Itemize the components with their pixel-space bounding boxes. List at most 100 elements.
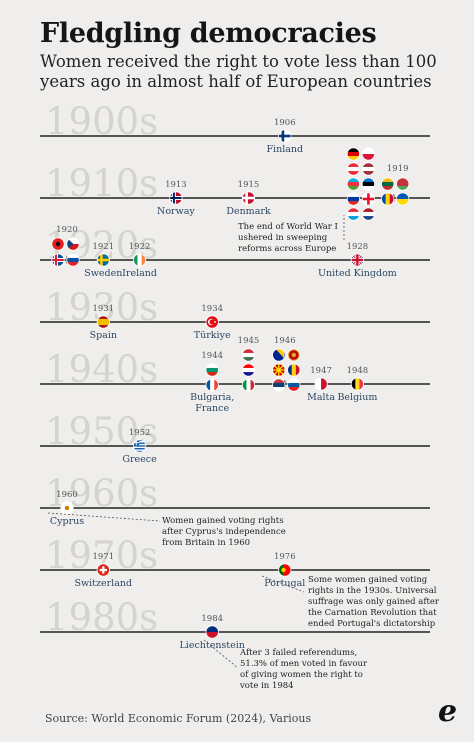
- year-label: 1906: [274, 118, 296, 128]
- year-label: 1944: [201, 351, 223, 361]
- source-note: Source: World Economic Forum (2024), Var…: [45, 712, 312, 725]
- flag-outline: [169, 191, 183, 205]
- country-label: Denmark: [226, 206, 271, 217]
- annotation-connector: [47, 512, 161, 522]
- flag-turkiye-icon: [206, 315, 219, 329]
- flag-albania-icon: [51, 237, 65, 251]
- year-label: 1915: [238, 180, 260, 190]
- flag-georgia-icon: [362, 192, 375, 206]
- year-label: 1931: [92, 304, 114, 314]
- event-1919: 1919: [381, 164, 410, 206]
- country-label: Spain: [90, 330, 117, 341]
- country-label: Belgium: [337, 392, 377, 403]
- flag-serbia-icon: [272, 378, 285, 392]
- event-1971: 1971 Switzerland: [75, 552, 133, 589]
- flag-finland-icon: [278, 129, 291, 143]
- event-1952: 1952 Greece: [122, 428, 157, 465]
- flag-russia-icon: [347, 192, 360, 206]
- year-label: 1919: [387, 164, 409, 174]
- flag-outline: [381, 192, 395, 206]
- flag-iceland-icon: [51, 253, 65, 267]
- flag-outline: [51, 237, 65, 251]
- flag-outline: [361, 147, 375, 161]
- event-1913: 1913 Norway: [157, 180, 195, 217]
- year-label: 1922: [129, 242, 151, 252]
- flag-outline: [361, 207, 375, 221]
- event-1931: 1931 Spain: [90, 304, 117, 341]
- flag-estonia-icon: [362, 177, 375, 191]
- event-1946: 1946: [272, 336, 301, 392]
- flag-outline: [205, 363, 219, 377]
- flag-outline: [346, 162, 360, 176]
- event-1984: 1984 Liechtenstein: [179, 614, 244, 651]
- annotation-connector: [261, 575, 305, 593]
- flag-netherlands-icon: [362, 207, 375, 221]
- country-label: Ireland: [122, 268, 157, 279]
- flag-montenegro-icon: [287, 348, 300, 362]
- event-1976: 1976 Portugal: [264, 552, 305, 589]
- flag-austria-icon: [347, 162, 360, 176]
- chart-title: Fledgling democracies: [40, 18, 377, 49]
- flag-liechtenstein-icon: [206, 625, 219, 639]
- flag-outline: [133, 253, 147, 267]
- flag-outline: [241, 378, 256, 392]
- flag-outline: [51, 253, 65, 267]
- country-label: Norway: [157, 206, 195, 217]
- event-1960: 1960 Cyprus: [50, 490, 84, 527]
- event-1915: 1915 Denmark: [226, 180, 271, 217]
- event-1944: 1944 Bulgaria,France: [190, 351, 234, 414]
- flag-outline: [241, 348, 256, 362]
- event-1947: 1947 Malta: [307, 366, 335, 403]
- annotation-line: Some women gained voting: [308, 575, 428, 585]
- event-1906: 1906 Finland: [266, 118, 303, 155]
- year-label: 1976: [274, 552, 296, 562]
- flag-outline: [241, 191, 256, 205]
- flag-outline: [361, 192, 375, 206]
- annotation-line: vote in 1984: [239, 681, 294, 691]
- annotation-line: reforms across Europe: [238, 244, 336, 254]
- annotation-line: the Carnation Revolution that: [308, 608, 437, 618]
- country-label: Malta: [307, 392, 335, 403]
- flag-cyprus-icon: [60, 501, 74, 515]
- flag-portugal-icon: [278, 563, 291, 577]
- flag-sweden-icon: [97, 253, 110, 267]
- flag-spain-icon: [97, 315, 110, 329]
- flag-outline: [396, 192, 410, 206]
- event-1921: 1921 Sweden: [84, 242, 122, 279]
- flag-outline: [278, 563, 292, 577]
- annotation-1980s: After 3 failed referendums,51.3% of men …: [203, 639, 368, 691]
- flag-outline: [272, 348, 286, 362]
- country-label: France: [195, 403, 229, 414]
- flag-denmark-icon: [242, 191, 255, 205]
- flag-outline: [66, 237, 80, 251]
- country-label: Liechtenstein: [179, 640, 244, 651]
- flag-belarus-icon: [396, 177, 409, 191]
- flag-moldova-icon: [381, 192, 394, 206]
- year-label: 1921: [92, 242, 114, 252]
- country-label: Cyprus: [50, 516, 84, 527]
- event-1928: 1928 United Kingdom: [318, 242, 397, 279]
- flag-ukraine-icon: [396, 192, 409, 206]
- flag-outline: [66, 253, 80, 267]
- flag-outline: [96, 253, 110, 267]
- flag-outline: [96, 315, 110, 329]
- flag-czechia-icon: [66, 237, 80, 251]
- flag-outline: [60, 501, 74, 515]
- flag-slovenia-icon: [287, 378, 300, 392]
- year-label: 1920: [56, 225, 78, 235]
- flag-outline: [133, 439, 147, 453]
- country-label: Greece: [122, 454, 157, 465]
- annotation-line: 51.3% of men voted in favour: [240, 659, 368, 669]
- flag-slovakia-icon: [66, 253, 80, 267]
- year-label: 1946: [274, 336, 296, 346]
- flag-bosnia-icon: [272, 348, 285, 362]
- year-label: 1948: [347, 366, 369, 376]
- year-label: 1913: [165, 180, 187, 190]
- event-1934: 1934 Türkiye: [194, 304, 231, 341]
- flag-outline: [241, 363, 256, 377]
- flag-poland-icon: [362, 147, 375, 161]
